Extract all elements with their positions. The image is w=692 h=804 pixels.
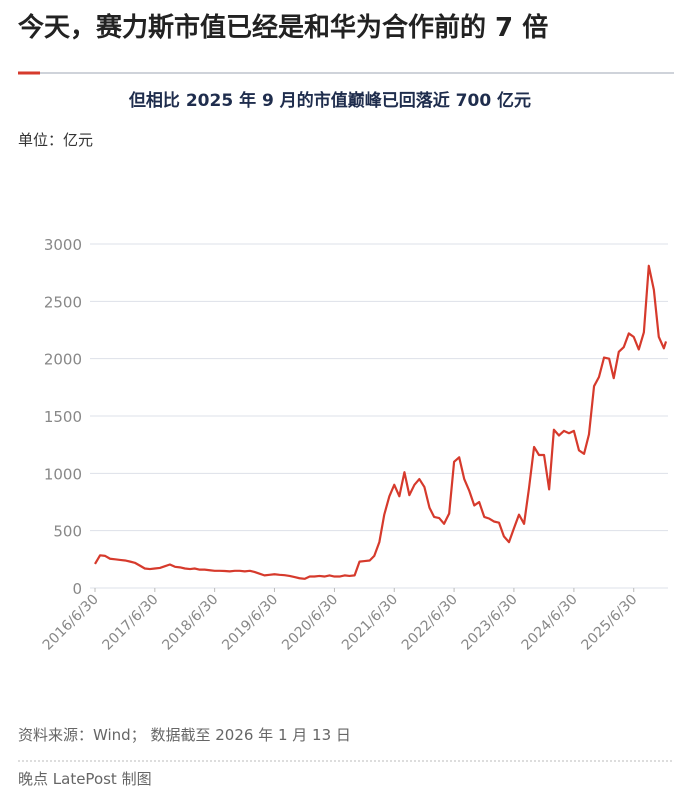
x-tick-label: 2019/6/30 — [219, 592, 281, 654]
x-tick-label: 2024/6/30 — [519, 592, 581, 654]
chart-subtitle: 但相比 2025 年 9 月的市值巅峰已回落近 700 亿元 — [129, 90, 531, 111]
y-tick-label: 3000 — [44, 236, 82, 254]
source-note: 资料来源：Wind； 数据截至 2026 年 1 月 13 日 — [18, 726, 351, 744]
unit-label: 单位：亿元 — [18, 131, 93, 149]
credit: 晚点 LatePost 制图 — [18, 770, 152, 788]
chart-title: 今天，赛力斯市值已经是和华为合作前的 7 倍 — [18, 12, 548, 43]
x-tick-label: 2016/6/30 — [40, 592, 102, 654]
y-tick-label: 2000 — [44, 351, 82, 369]
y-tick-label: 1500 — [44, 408, 82, 426]
x-tick-label: 2022/6/30 — [399, 592, 461, 654]
y-tick-label: 500 — [53, 523, 82, 541]
x-tick-label: 2021/6/30 — [339, 592, 401, 654]
y-tick-label: 2500 — [44, 293, 82, 311]
x-tick-label: 2023/6/30 — [459, 592, 521, 654]
x-tick-label: 2017/6/30 — [100, 592, 162, 654]
data-line — [94, 264, 668, 580]
y-tick-label: 1000 — [44, 465, 82, 483]
y-tick-label: 0 — [72, 580, 82, 598]
x-tick-label: 2020/6/30 — [279, 592, 341, 654]
x-tick-label: 2018/6/30 — [159, 592, 221, 654]
x-tick-label: 2025/6/30 — [578, 592, 640, 654]
plot-area: 0 500 1000 1500 2000 2500 3000 2016/6/302017/6/… — [40, 236, 668, 654]
